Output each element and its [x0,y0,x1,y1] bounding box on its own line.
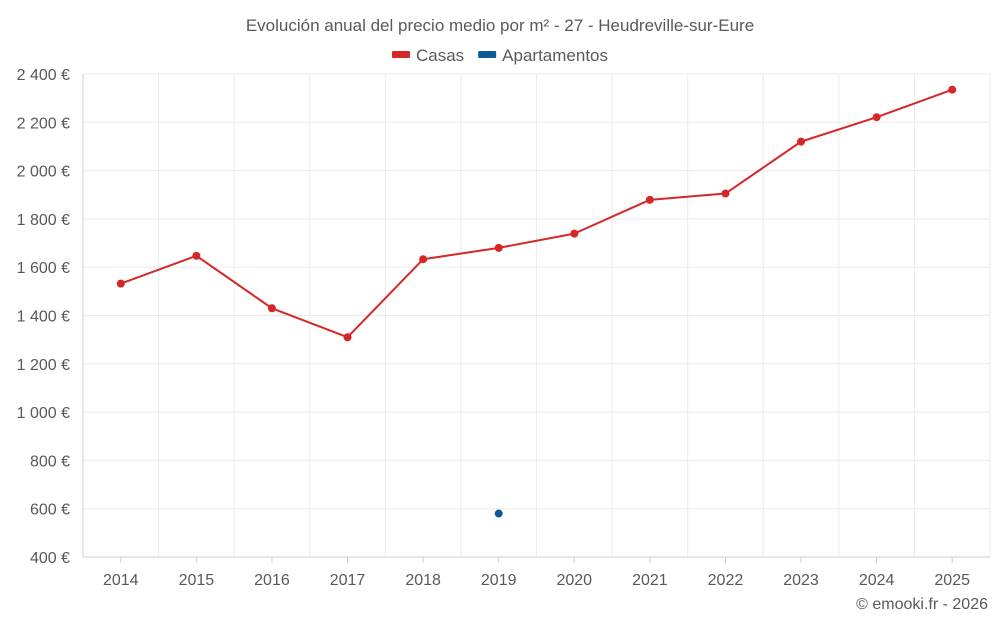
legend-swatch-apartamentos [478,51,497,58]
y-tick-label: 1 000 € [17,405,70,422]
x-tick-label: 2016 [254,572,290,589]
y-tick-label: 2 400 € [17,67,70,84]
legend: Casas Apartamentos [391,46,608,65]
data-point-casas [419,255,428,264]
x-tick-label: 2019 [481,572,517,589]
data-point-casas [192,251,201,260]
data-point-casas [494,243,503,252]
data-point-casas [948,85,957,94]
y-tick-label: 1 800 € [17,212,70,229]
data-point-casas [645,195,654,204]
series-line-casas [120,88,953,339]
y-tick-label: 1 200 € [17,357,70,374]
chart-title: Evolución anual del precio medio por m² … [246,16,754,35]
x-tick-label: 2022 [708,572,744,589]
data-point-casas [267,304,276,313]
y-tick-label: 1 600 € [17,260,70,277]
x-tick-label: 2018 [405,572,441,589]
legend-label-apartamentos: Apartamentos [502,46,608,65]
x-tick-label: 2020 [556,572,592,589]
data-point-casas [570,229,579,238]
credit-text: © emooki.fr - 2026 [856,596,988,613]
y-tick-label: 2 000 € [17,164,70,181]
grid [82,73,991,558]
x-tick-label: 2017 [330,572,366,589]
x-tick-label: 2025 [934,572,970,589]
legend-swatch-casas [391,51,410,58]
data-point-apartamentos [494,509,503,518]
data-point-casas [116,279,125,288]
y-tick-label: 2 200 € [17,115,70,132]
data-point-casas [343,333,352,342]
data-point-casas [872,113,881,122]
data-point-casas [721,189,730,198]
y-tick-label: 600 € [30,502,70,519]
y-tick-label: 400 € [30,550,70,567]
y-tick-label: 1 400 € [17,309,70,326]
series-layer [116,85,957,518]
axes: 400 € 600 € 800 € 1 000 € 1 200 € 1 400 € 1 60… [17,67,990,589]
legend-label-casas: Casas [416,46,464,65]
x-tick-label: 2023 [783,572,819,589]
x-tick-label: 2014 [103,572,139,589]
x-tick-label: 2015 [179,572,215,589]
y-tick-label: 800 € [30,453,70,470]
x-tick-label: 2024 [859,572,895,589]
data-point-casas [797,137,806,146]
x-tick-label: 2021 [632,572,668,589]
